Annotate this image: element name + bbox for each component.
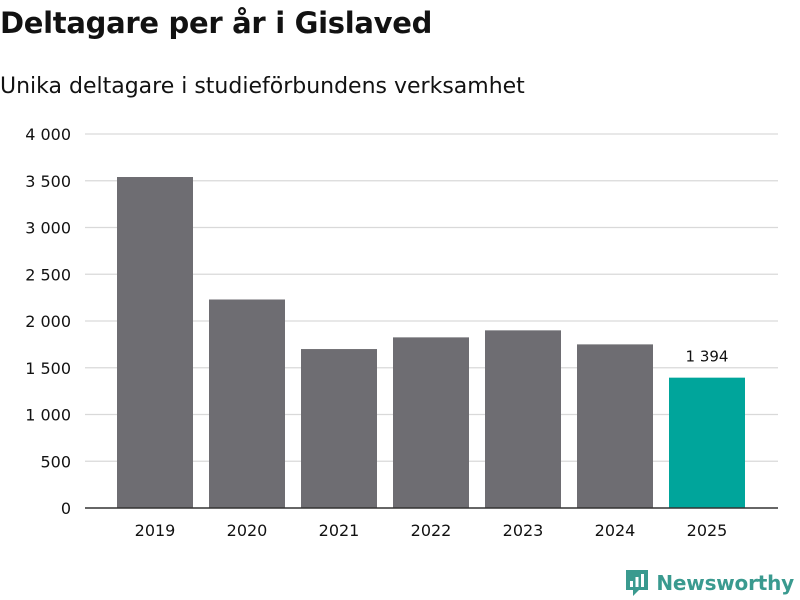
bar-2022 [393,337,469,508]
bar-2024 [577,344,653,508]
y-tick-label: 3 500 [25,172,71,191]
y-tick-label: 500 [40,452,71,471]
y-tick-label: 0 [61,499,71,518]
y-tick-label: 2 500 [25,265,71,284]
chart-subtitle: Unika deltagare i studieförbundens verks… [0,74,525,99]
y-tick-label: 2 000 [25,312,71,331]
x-tick-label: 2025 [687,521,728,540]
bar-2020 [209,299,285,508]
y-tick-label: 1 000 [25,406,71,425]
x-tick-label: 2022 [411,521,452,540]
newsworthy-logo-icon [626,570,649,596]
bar-2023 [485,330,561,508]
y-tick-label: 1 500 [25,359,71,378]
y-tick-label: 4 000 [25,125,71,144]
bar-2019 [117,177,193,508]
x-tick-label: 2023 [503,521,544,540]
bar-2021 [301,349,377,508]
x-tick-label: 2019 [135,521,176,540]
x-tick-label: 2020 [227,521,268,540]
newsworthy-brand-name: Newsworthy [656,571,794,595]
bar-2025 [669,377,745,508]
x-tick-label: 2021 [319,521,360,540]
data-label-2025: 1 394 [686,348,729,366]
chart-title: Deltagare per år i Gislaved [0,6,433,40]
y-tick-label: 3 000 [25,219,71,238]
x-tick-label: 2024 [595,521,636,540]
newsworthy-logo: Newsworthy [624,568,794,598]
